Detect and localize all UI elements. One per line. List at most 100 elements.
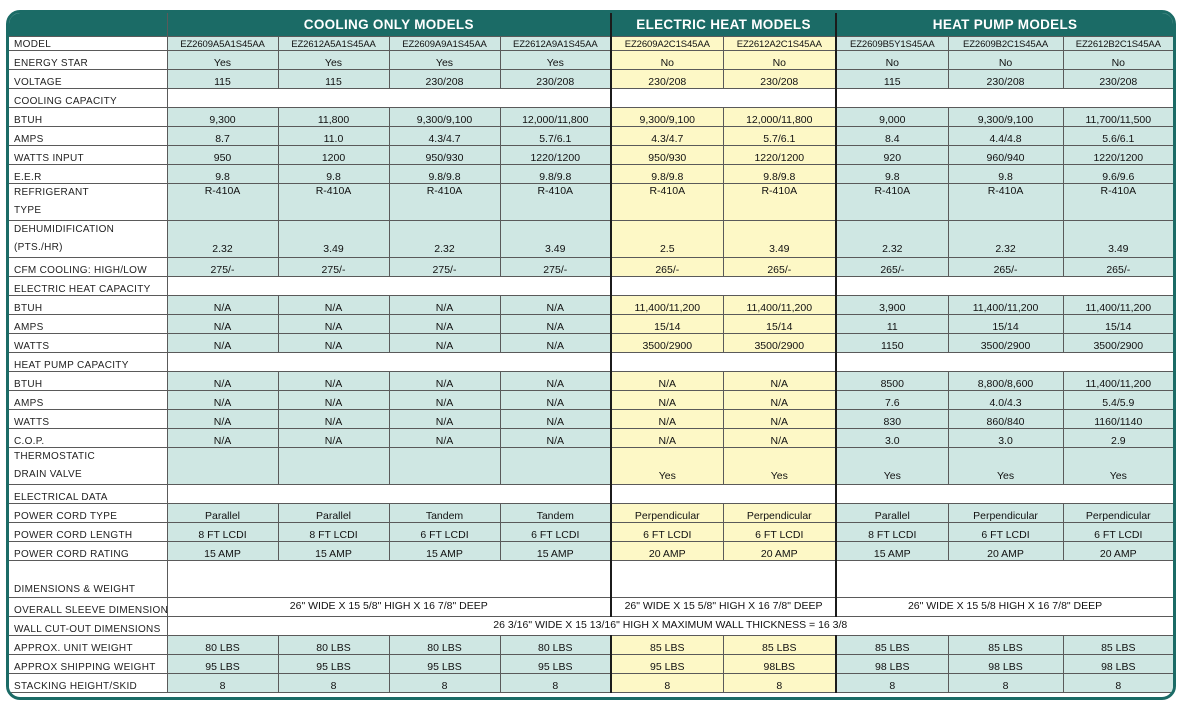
value-cell: 80 LBS xyxy=(166,635,278,655)
value-cell: 275/- xyxy=(277,257,389,277)
value-cell: 8.4 xyxy=(835,126,949,146)
value-cell: 8,800/8,600 xyxy=(947,371,1064,391)
table-row: WATTS N/A N/A N/A N/A 3500/2900 3500/2900 1150 3… xyxy=(9,333,1173,353)
value-cell: Perpendicular xyxy=(610,503,724,523)
table-row: WATTS INPUT 950 1200 950/930 1220/1200 950/93… xyxy=(9,145,1173,165)
row-label: ELECTRICAL DATA xyxy=(9,484,167,504)
value-cell: 265/- xyxy=(722,257,837,277)
value-cell: N/A xyxy=(277,371,389,391)
value-cell: 115 xyxy=(277,69,389,89)
value-cell: Yes xyxy=(835,447,949,485)
value-cell: 3.0 xyxy=(947,428,1064,448)
value-cell: 15 AMP xyxy=(166,541,278,561)
value-cell: 9.8/9.8 xyxy=(722,164,837,184)
value-cell: Parallel xyxy=(835,503,949,523)
row-label: AMPS xyxy=(9,126,167,146)
value-cell: 2.5 xyxy=(610,220,724,258)
value-cell: 20 AMP xyxy=(947,541,1064,561)
value-cell xyxy=(388,447,500,485)
value-cell: 3500/2900 xyxy=(610,333,724,353)
value-cell: 8 FT LCDI xyxy=(277,522,389,542)
row-label-line2: DRAIN VALVE xyxy=(14,468,82,480)
value-cell: 95 LBS xyxy=(499,654,612,674)
value-cell: N/A xyxy=(388,371,500,391)
value-cell: 9.8 xyxy=(277,164,389,184)
value-cell: R-410A xyxy=(947,183,1064,221)
value-cell: N/A xyxy=(166,314,278,334)
value-cell: Perpendicular xyxy=(1062,503,1173,523)
value-cell: N/A xyxy=(277,333,389,353)
model-number-cell: EZ2612A2C1S45AA xyxy=(722,36,837,51)
value-cell: Perpendicular xyxy=(722,503,837,523)
value-cell: No xyxy=(947,50,1064,70)
table-row: POWER CORD LENGTH 8 FT LCDI 8 FT LCDI 6 FT … xyxy=(9,522,1173,542)
row-label: REFRIGERANT TYPE xyxy=(9,183,167,221)
value-cell: 80 LBS xyxy=(499,635,612,655)
row-label: VOLTAGE xyxy=(9,69,167,89)
dimension-cell: 26" WIDE X 15 5/8 HIGH X 16 7/8" DEEP xyxy=(835,597,1173,617)
value-cell: 11,400/11,200 xyxy=(722,295,837,315)
section-blank-cell xyxy=(835,276,1173,296)
value-cell: N/A xyxy=(388,295,500,315)
value-cell: N/A xyxy=(610,390,724,410)
table-row: AMPS N/A N/A N/A N/A 15/14 15/14 11 15/14 15/14 xyxy=(9,314,1173,334)
table-row: DIMENSIONS & WEIGHT xyxy=(9,560,1173,598)
model-number-cell: EZ2612A9A1S45AA xyxy=(499,36,612,51)
section-blank-cell xyxy=(835,352,1173,372)
row-label: WALL CUT-OUT DIMENSIONS xyxy=(9,616,167,636)
value-cell: 5.4/5.9 xyxy=(1062,390,1173,410)
value-cell: 2.32 xyxy=(388,220,500,258)
dimension-cell: 26" WIDE X 15 5/8" HIGH X 16 7/8" DEEP xyxy=(610,597,837,617)
value-cell: 8 FT LCDI xyxy=(166,522,278,542)
value-cell: 3500/2900 xyxy=(947,333,1064,353)
value-cell: 80 LBS xyxy=(277,635,389,655)
value-cell: N/A xyxy=(722,390,837,410)
row-label-line2: (PTS./HR) xyxy=(14,241,63,253)
table-row: HEAT PUMP CAPACITY xyxy=(9,352,1173,372)
value-cell: R-410A xyxy=(722,183,837,221)
value-cell: N/A xyxy=(166,333,278,353)
value-cell: 830 xyxy=(835,409,949,429)
value-cell: Yes xyxy=(722,447,837,485)
value-cell: 15/14 xyxy=(947,314,1064,334)
value-cell xyxy=(499,447,612,485)
row-label: E.E.R xyxy=(9,164,167,184)
row-label: POWER CORD TYPE xyxy=(9,503,167,523)
table-row: BTUH N/A N/A N/A N/A 11,400/11,200 11,400/11,2… xyxy=(9,295,1173,315)
spec-table: COOLING ONLY MODELS ELECTRIC HEAT MODELS… xyxy=(9,13,1173,693)
value-cell: Tandem xyxy=(499,503,612,523)
value-cell: N/A xyxy=(166,390,278,410)
value-cell: Yes xyxy=(388,50,500,70)
value-cell: 9,300/9,100 xyxy=(610,107,724,127)
value-cell: N/A xyxy=(722,371,837,391)
value-cell: 9.8/9.8 xyxy=(610,164,724,184)
row-label: DIMENSIONS & WEIGHT xyxy=(9,560,167,598)
value-cell: 20 AMP xyxy=(722,541,837,561)
value-cell: 265/- xyxy=(835,257,949,277)
value-cell: 12,000/11,800 xyxy=(722,107,837,127)
value-cell: 6 FT LCDI xyxy=(1062,522,1173,542)
value-cell: 115 xyxy=(835,69,949,89)
value-cell: 5.7/6.1 xyxy=(722,126,837,146)
value-cell: N/A xyxy=(499,371,612,391)
group-header-cooling: COOLING ONLY MODELS xyxy=(166,13,612,37)
row-label: BTUH xyxy=(9,371,167,391)
table-row: DEHUMIDIFICATION (PTS./HR) 2.32 3.49 2.32 3.4… xyxy=(9,220,1173,258)
model-number-cell: EZ2609A9A1S45AA xyxy=(388,36,500,51)
table-row: REFRIGERANT TYPE R-410A R-410A R-410A R-410A R… xyxy=(9,183,1173,221)
value-cell: 6 FT LCDI xyxy=(722,522,837,542)
value-cell: 8.7 xyxy=(166,126,278,146)
value-cell: 9.6/9.6 xyxy=(1062,164,1173,184)
header-corner xyxy=(9,13,167,37)
value-cell: 1160/1140 xyxy=(1062,409,1173,429)
value-cell: 8 xyxy=(947,673,1064,693)
value-cell: N/A xyxy=(499,333,612,353)
value-cell: N/A xyxy=(722,428,837,448)
value-cell: N/A xyxy=(499,295,612,315)
value-cell: 95 LBS xyxy=(388,654,500,674)
table-row: BTUH N/A N/A N/A N/A N/A N/A 8500 8,800/8,600 11,… xyxy=(9,371,1173,391)
model-number-cell: EZ2609B2C1S45AA xyxy=(947,36,1064,51)
value-cell: N/A xyxy=(499,409,612,429)
value-cell: 11,700/11,500 xyxy=(1062,107,1173,127)
table-row: AMPS N/A N/A N/A N/A N/A N/A 7.6 4.0/4.3 5.4/5.9 xyxy=(9,390,1173,410)
